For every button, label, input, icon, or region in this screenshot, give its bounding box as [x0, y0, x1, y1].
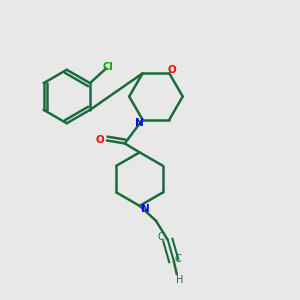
Text: N: N [135, 118, 144, 128]
Text: N: N [141, 204, 150, 214]
Text: O: O [168, 65, 177, 75]
Text: C: C [158, 232, 165, 242]
Text: H: H [176, 275, 183, 285]
Text: Cl: Cl [102, 62, 113, 72]
Text: C: C [175, 254, 181, 264]
Text: O: O [96, 136, 105, 146]
